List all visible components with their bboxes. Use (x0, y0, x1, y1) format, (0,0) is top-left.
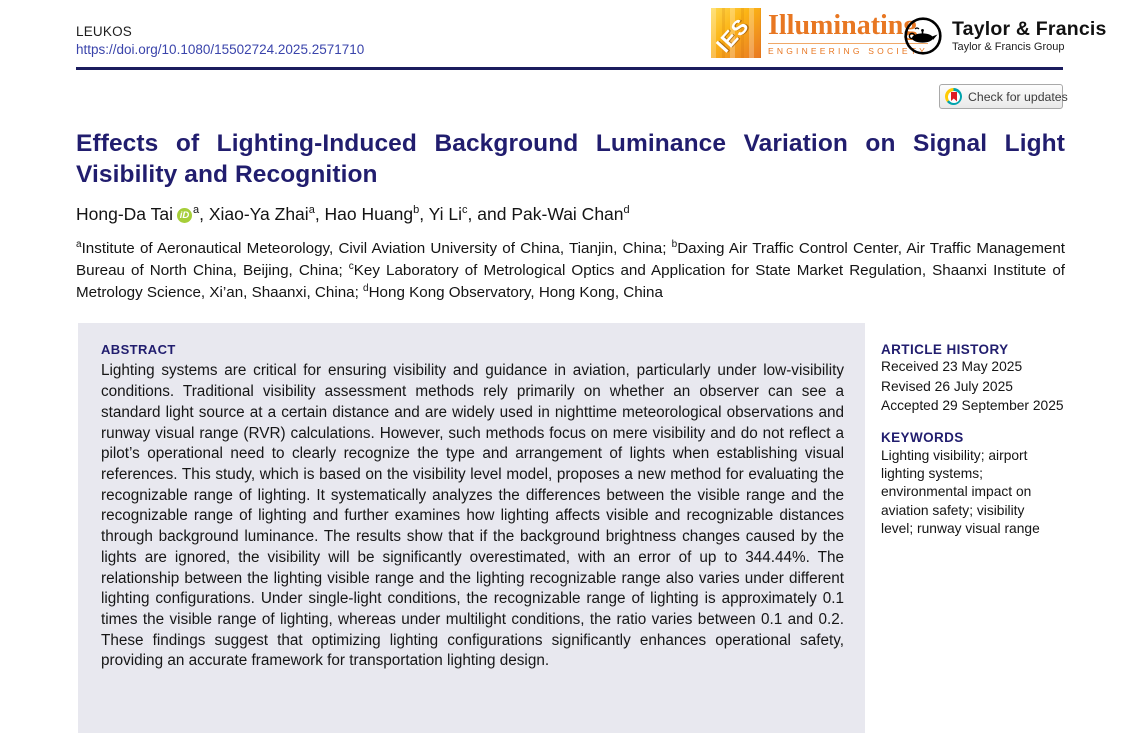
affiliation-text: Hong Kong Observatory, Hong Kong, China (368, 283, 663, 301)
affiliation-text: Daxing Air Traffic Control Center, Air T… (76, 239, 1065, 279)
affiliation-mark: c (348, 260, 354, 272)
author-separator: , (199, 203, 209, 224)
journal-name: LEUKOS (76, 24, 132, 39)
taylor-francis-group: Taylor & Francis Group (952, 41, 1065, 54)
ies-logo-text: IES (712, 14, 754, 58)
affiliation-text: Institute of Aeronautical Meteorology, C… (81, 239, 672, 257)
history-revised: Revised 26 July 2025 (881, 378, 1013, 394)
author-separator: , and (467, 203, 512, 224)
taylor-francis-logo: Taylor & Francis Taylor & Francis Group (903, 16, 1107, 56)
orcid-icon[interactable]: iD (176, 207, 192, 223)
author-name: Yi Li (428, 203, 463, 224)
keywords-heading: KEYWORDS (881, 430, 964, 445)
ies-subtitle: ENGINEERING SOCIETY (768, 43, 928, 56)
ies-logo: IES Illuminating ENGINEERING SOCIETY (711, 8, 928, 58)
doi-link[interactable]: https://doi.org/10.1080/15502724.2025.25… (76, 42, 365, 57)
article-meta-sidebar: ARTICLE HISTORY Received 23 May 2025 Rev… (881, 323, 1065, 538)
header-divider (76, 67, 1063, 70)
ies-title: Illuminating (768, 10, 918, 41)
taylor-francis-lamp-icon (904, 17, 942, 55)
author-name: Hong-Da Tai (76, 203, 173, 224)
affiliations: aInstitute of Aeronautical Meteorology, … (76, 238, 1065, 304)
author-affiliation-mark: a (192, 203, 200, 216)
affiliation-mark: d (363, 282, 369, 294)
author-name: Hao Huang (324, 203, 414, 224)
author-separator: , (314, 203, 325, 224)
ies-logo-mark: IES (711, 8, 761, 58)
affiliation-text: Key Laboratory of Metrological Optics an… (76, 261, 1065, 301)
abstract-box: ABSTRACT Lighting systems are critical f… (78, 323, 865, 733)
check-for-updates-button[interactable]: Check for updates (939, 84, 1068, 109)
author-name: Pak-Wai Chan (511, 203, 624, 224)
author-separator: , (419, 203, 429, 224)
author-affiliation-mark: a (308, 203, 315, 216)
author-list: Hong-Da Tai iD a, Xiao-Ya Zhaia, Hao Huang… (76, 204, 1065, 225)
abstract-heading: ABSTRACT (101, 342, 176, 358)
check-for-updates-label: Check for updates (968, 89, 1068, 104)
taylor-francis-name: Taylor & Francis (952, 17, 1107, 40)
affiliation-mark: a (76, 238, 82, 250)
author-name: Xiao-Ya Zhai (208, 203, 309, 224)
history-accepted: Accepted 29 September 2025 (881, 397, 1064, 413)
abstract-text: Lighting systems are critical for ensuri… (101, 362, 844, 670)
author-affiliation-mark: c (462, 203, 468, 216)
history-received: Received 23 May 2025 (881, 359, 1023, 375)
article-history-heading: ARTICLE HISTORY (881, 342, 1009, 358)
author-affiliation-mark: b (413, 203, 420, 216)
crossmark-icon (945, 88, 962, 105)
ies-wordmark: Illuminating ENGINEERING SOCIETY (768, 12, 928, 58)
keywords-text: Lighting visibility; airport lighting sy… (881, 448, 1040, 536)
affiliation-mark: b (671, 238, 678, 250)
paper-title: Effects of Lighting-Induced Background L… (76, 130, 1065, 189)
author-affiliation-mark: d (623, 203, 630, 216)
